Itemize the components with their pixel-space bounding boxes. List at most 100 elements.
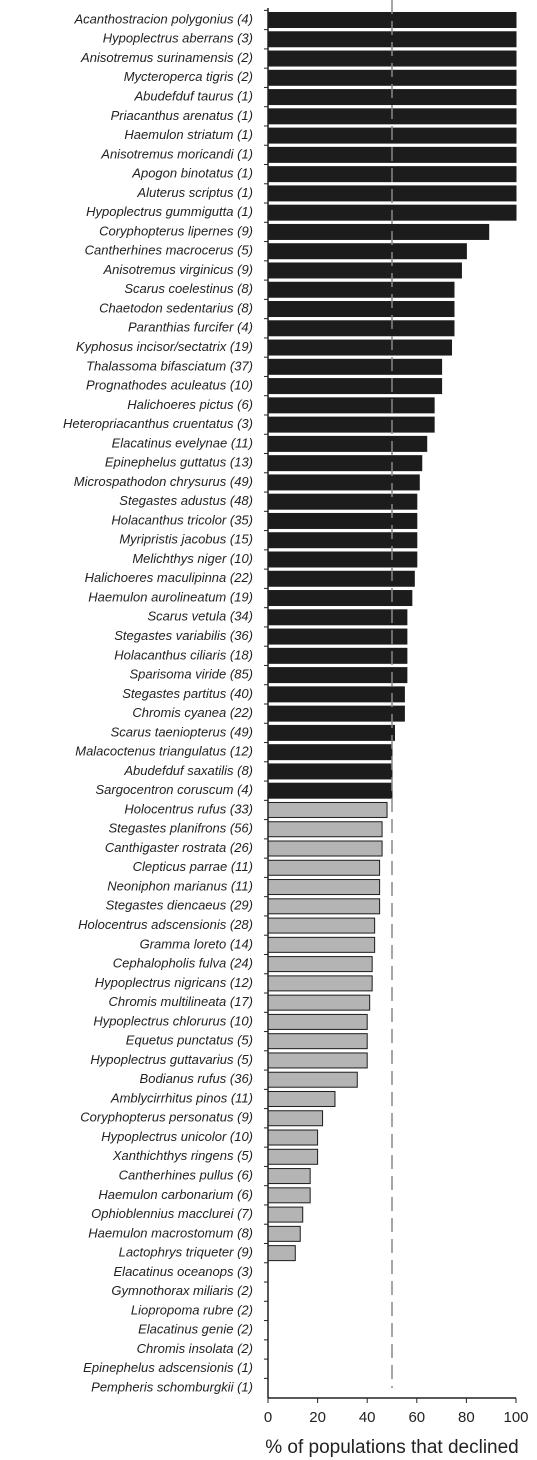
category-label: Stegastes planifrons (56) [108, 821, 253, 836]
category-label: Coryphopterus lipernes (9) [99, 223, 253, 238]
category-label: Stegastes diencaeus (29) [106, 898, 253, 913]
bar [267, 1013, 368, 1030]
bar [267, 1052, 368, 1069]
x-tick-label: 80 [458, 1409, 475, 1426]
bar [267, 262, 462, 279]
category-label: Hypoplectrus gummigutta (1) [86, 204, 253, 219]
bar [267, 628, 408, 645]
category-label: Bodianus rufus (36) [140, 1071, 253, 1086]
category-label: Thalassoma bifasciatum (37) [86, 358, 253, 373]
bar [267, 223, 490, 240]
bar [267, 821, 383, 838]
category-label: Abudefduf taurus (1) [133, 89, 253, 104]
category-label: Epinephelus guttatus (13) [105, 455, 253, 470]
category-label: Abudefduf saxatilis (8) [123, 763, 253, 778]
category-label: Cephalopholis fulva (24) [113, 956, 253, 971]
category-label: Holacanthus tricolor (35) [111, 512, 253, 527]
bar [267, 1168, 311, 1185]
bar [267, 724, 395, 741]
bar [267, 609, 408, 626]
bar [267, 1187, 311, 1204]
category-label: Ophioblennius macclurei (7) [91, 1206, 253, 1221]
category-label: Kyphosus incisor/sectatrix (19) [76, 339, 253, 354]
bar [267, 744, 393, 761]
category-label: Hypoplectrus nigricans (12) [95, 975, 253, 990]
category-label: Anisotremus moricandi (1) [100, 146, 253, 161]
category-label: Anisotremus virginicus (9) [102, 262, 253, 277]
category-label: Amblycirrhitus pinos (11) [110, 1090, 253, 1105]
category-label: Scarus taeniopterus (49) [111, 724, 253, 739]
category-label: Chromis insolata (2) [137, 1341, 253, 1356]
bar [267, 1245, 296, 1262]
category-label: Elacatinus genie (2) [138, 1322, 253, 1337]
category-label: Haemulon striatum (1) [124, 127, 253, 142]
bar [267, 551, 418, 568]
category-label: Hypoplectrus guttavarius (5) [90, 1052, 253, 1067]
bar [267, 358, 443, 375]
x-tick-label: 100 [503, 1409, 528, 1426]
category-label: Myripristis jacobus (15) [119, 532, 253, 547]
category-label: Coryphopterus personatus (9) [80, 1110, 253, 1125]
bar [267, 975, 373, 992]
bar [267, 705, 405, 722]
bar [267, 455, 423, 472]
category-label: Gymnothorax miliaris (2) [111, 1283, 253, 1298]
bar [267, 281, 455, 298]
category-label: Malacoctenus triangulatus (12) [75, 744, 253, 759]
bar [267, 590, 413, 607]
category-label: Lactophrys triqueter (9) [119, 1245, 253, 1260]
bar [267, 1206, 304, 1223]
bar [267, 1148, 319, 1165]
bar [267, 647, 408, 664]
bar [267, 493, 418, 510]
category-label: Cantherhines macrocerus (5) [85, 243, 253, 258]
category-label: Melichthys niger (10) [132, 551, 253, 566]
bar [267, 859, 381, 876]
category-label: Heteropriacanthus cruentatus (3) [63, 416, 253, 431]
category-label: Scarus coelestinus (8) [124, 281, 253, 296]
bar [267, 898, 381, 915]
category-label: Chaetodon sedentarius (8) [99, 300, 253, 315]
bar [267, 994, 371, 1011]
category-label: Sargocentron coruscum (4) [95, 782, 253, 797]
category-label: Priacanthus arenatus (1) [111, 108, 253, 123]
bar [267, 801, 388, 818]
bar [267, 956, 373, 973]
category-label: Halichoeres maculipinna (22) [85, 570, 253, 585]
category-label: Chromis multilineata (17) [109, 994, 254, 1009]
category-label: Stegastes adustus (48) [119, 493, 253, 508]
bar [267, 243, 467, 260]
category-label: Chromis cyanea (22) [132, 705, 253, 720]
category-label: Haemulon aurolineatum (19) [88, 589, 253, 604]
bar [267, 474, 420, 491]
category-label: Cantherhines pullus (6) [119, 1167, 253, 1182]
bar [267, 1033, 368, 1050]
category-label: Aluterus scriptus (1) [136, 185, 253, 200]
category-label: Haemulon macrostomum (8) [88, 1225, 253, 1240]
x-tick-label: 20 [309, 1409, 326, 1426]
category-label: Stegastes variabilis (36) [114, 628, 253, 643]
bar [267, 397, 435, 414]
category-label: Neoniphon marianus (11) [107, 878, 253, 893]
category-label: Stegastes partitus (40) [122, 686, 253, 701]
category-label: Hypoplectrus chlorurus (10) [93, 1013, 253, 1028]
category-label: Pempheris schomburgkii (1) [91, 1379, 253, 1394]
bar [267, 1071, 358, 1088]
category-label: Halichoeres pictus (6) [127, 397, 253, 412]
bar [267, 936, 376, 953]
bar [267, 1129, 319, 1146]
category-label: Apogon binotatus (1) [131, 166, 253, 181]
category-label: Equetus punctatus (5) [126, 1033, 253, 1048]
bar [267, 763, 393, 780]
category-label: Elacatinus evelynae (11) [112, 435, 253, 450]
bar [267, 1110, 324, 1127]
bar [267, 416, 435, 433]
x-tick-label: 0 [264, 1409, 272, 1426]
category-label: Hypoplectrus unicolor (10) [101, 1129, 253, 1144]
bar [267, 435, 428, 452]
category-label: Elacatinus oceanops (3) [114, 1264, 253, 1279]
bar [267, 782, 393, 799]
bar [267, 339, 453, 356]
bar [267, 320, 455, 337]
